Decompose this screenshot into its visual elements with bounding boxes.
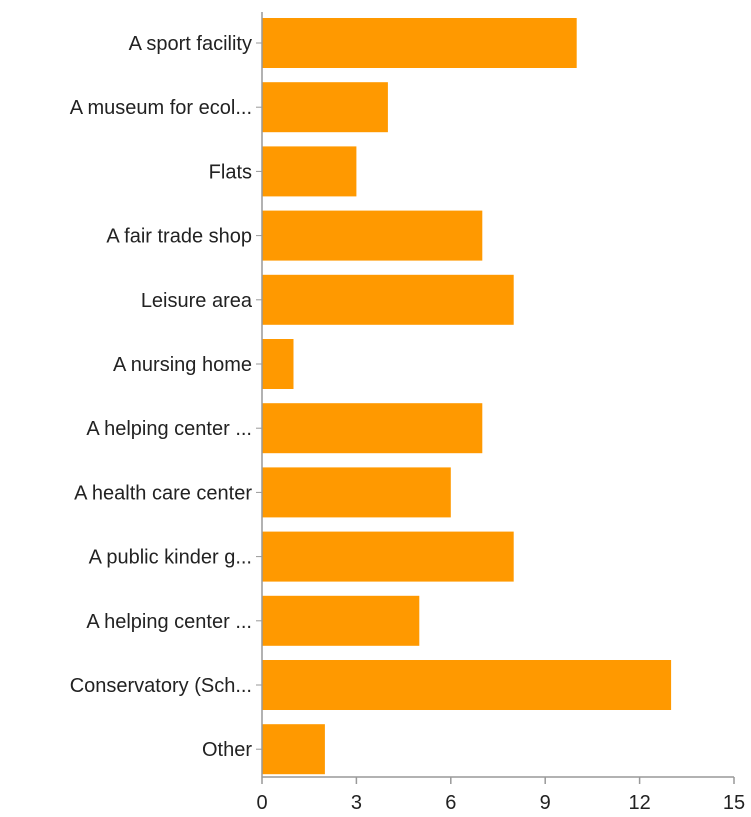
axes-group xyxy=(256,12,735,784)
category-label: Leisure area xyxy=(141,290,253,312)
x-tick-label: 0 xyxy=(256,792,267,814)
category-label: A health care center xyxy=(74,482,252,504)
x-tick-label: 6 xyxy=(445,792,456,814)
bar xyxy=(262,339,294,389)
category-label: A helping center ... xyxy=(86,611,252,633)
bar xyxy=(262,274,514,325)
category-label: A museum for ecol... xyxy=(70,97,252,119)
bar xyxy=(262,403,483,454)
bar xyxy=(262,595,420,646)
category-label: Other xyxy=(202,739,252,761)
bar xyxy=(262,146,357,197)
x-tick-label: 9 xyxy=(540,792,551,814)
category-label: Flats xyxy=(209,161,252,183)
bar xyxy=(262,467,451,518)
category-label: A fair trade shop xyxy=(106,226,252,248)
bar xyxy=(262,210,483,261)
bars-group xyxy=(262,18,672,775)
category-label: A public kinder g... xyxy=(89,547,252,569)
bar xyxy=(262,18,577,68)
bar xyxy=(262,660,672,710)
x-tick-label: 12 xyxy=(628,792,650,814)
category-label: A nursing home xyxy=(113,354,252,376)
category-label: A helping center ... xyxy=(86,418,252,440)
category-label: A sport facility xyxy=(129,33,252,55)
category-label: Conservatory (Sch... xyxy=(70,675,252,697)
bar xyxy=(262,82,388,133)
bar xyxy=(262,724,325,775)
category-labels: A sport facility A museum for ecol... Flat… xyxy=(70,33,253,761)
x-tick-labels: 0 3 6 9 12 15 xyxy=(256,792,745,814)
x-tick-label: 3 xyxy=(351,792,362,814)
x-tick-label: 15 xyxy=(723,792,745,814)
bar xyxy=(262,531,514,582)
